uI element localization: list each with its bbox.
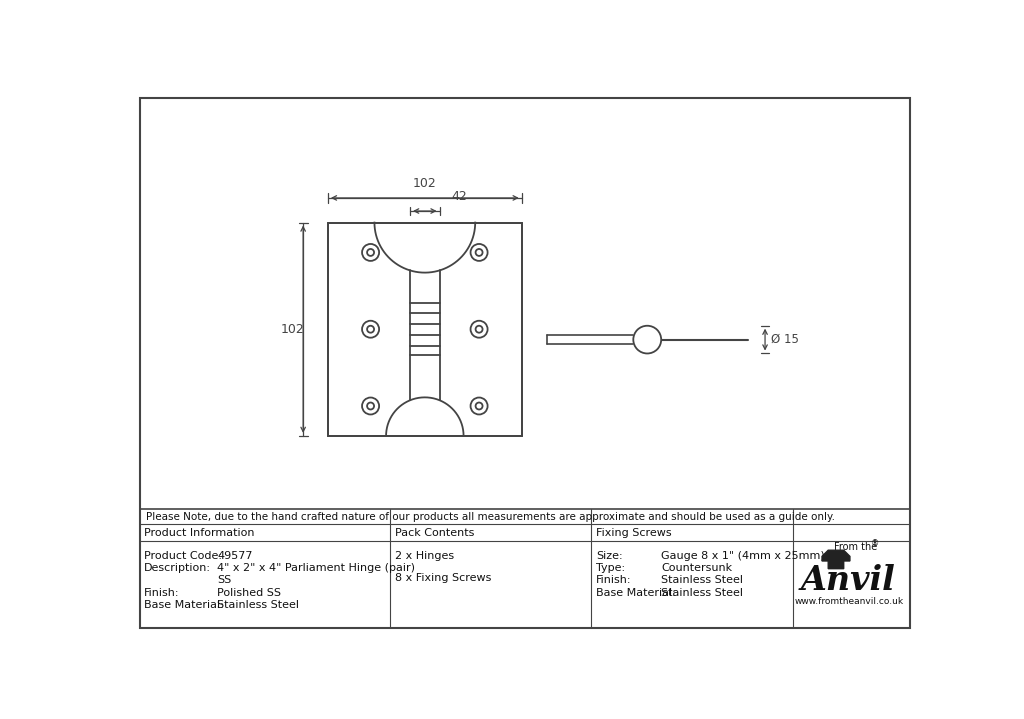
Bar xyxy=(328,223,521,436)
Text: Base Material:: Base Material: xyxy=(144,600,224,610)
Text: Anvil: Anvil xyxy=(800,564,895,597)
Text: Pack Contents: Pack Contents xyxy=(394,528,474,538)
Text: 8 x Fixing Screws: 8 x Fixing Screws xyxy=(394,573,490,583)
Text: Polished SS: Polished SS xyxy=(217,587,282,597)
Text: Base Material:: Base Material: xyxy=(596,587,676,597)
Text: Gauge 8 x 1" (4mm x 25mm): Gauge 8 x 1" (4mm x 25mm) xyxy=(662,551,825,561)
Text: Fixing Screws: Fixing Screws xyxy=(596,528,672,538)
Text: SS: SS xyxy=(217,575,231,585)
Text: 102: 102 xyxy=(413,177,436,191)
Text: 4" x 2" x 4" Parliament Hinge (pair): 4" x 2" x 4" Parliament Hinge (pair) xyxy=(217,563,415,573)
Text: Stainless Steel: Stainless Steel xyxy=(217,600,299,610)
Text: Stainless Steel: Stainless Steel xyxy=(662,587,743,597)
Text: Size:: Size: xyxy=(596,551,623,561)
Text: Countersunk: Countersunk xyxy=(662,563,732,573)
Text: From the: From the xyxy=(834,542,877,552)
Text: 2 x Hinges: 2 x Hinges xyxy=(394,551,454,561)
Text: Description:: Description: xyxy=(144,563,211,573)
Text: www.fromtheanvil.co.uk: www.fromtheanvil.co.uk xyxy=(795,597,904,605)
Text: Type:: Type: xyxy=(596,563,626,573)
Text: Product Information: Product Information xyxy=(144,528,255,538)
Text: Finish:: Finish: xyxy=(596,575,632,585)
Text: 42: 42 xyxy=(452,191,468,203)
Text: Ø 15: Ø 15 xyxy=(771,333,799,346)
Text: Product Code:: Product Code: xyxy=(144,551,222,561)
Text: Please Note, due to the hand crafted nature of our products all measurements are: Please Note, due to the hand crafted nat… xyxy=(145,512,835,522)
Text: 102: 102 xyxy=(281,323,304,336)
Text: 49577: 49577 xyxy=(217,551,253,561)
Polygon shape xyxy=(822,550,850,569)
Text: Stainless Steel: Stainless Steel xyxy=(662,575,743,585)
Text: ®: ® xyxy=(870,539,879,548)
Text: Finish:: Finish: xyxy=(144,587,180,597)
